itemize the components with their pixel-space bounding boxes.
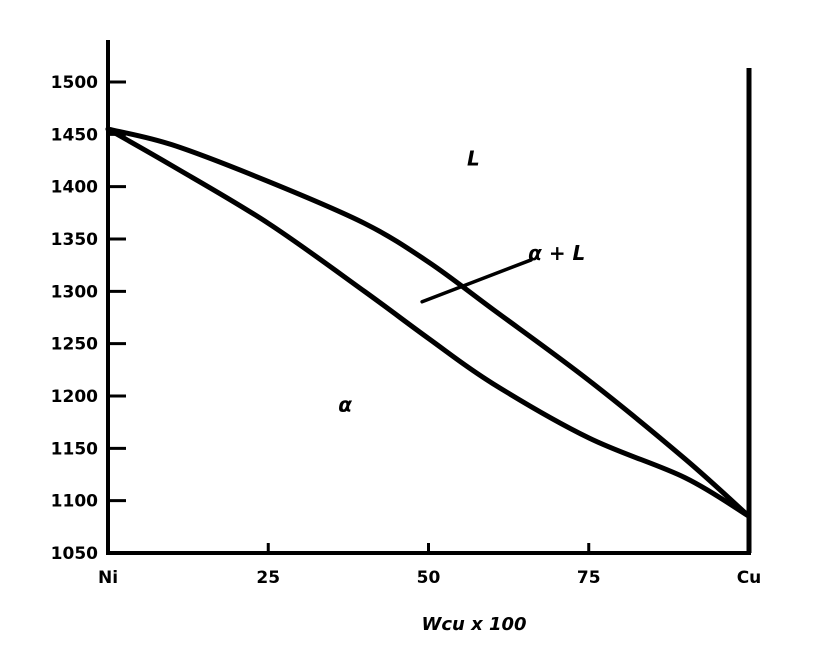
y-tick-label: 1350 <box>51 230 98 250</box>
x-tick-label: 50 <box>417 568 441 588</box>
y-tick-label: 1100 <box>51 492 98 512</box>
y-tick-label: 1200 <box>51 387 98 407</box>
solidus-curve <box>105 126 752 519</box>
x-tick-label: Cu <box>737 568 762 588</box>
y-tick-label: 1500 <box>51 73 98 93</box>
y-tick-label: 1450 <box>51 125 98 145</box>
data-series <box>105 126 752 519</box>
alpha-region-label: α <box>338 393 352 417</box>
liquid-region-label: L <box>467 147 480 171</box>
axes <box>106 40 752 555</box>
y-tick-label: 1400 <box>51 178 98 198</box>
y-tick-label: 1050 <box>51 544 98 564</box>
x-tick-label: 25 <box>256 568 280 588</box>
y-tick-label: 1150 <box>51 439 98 459</box>
pointer-line <box>420 258 533 304</box>
region-annotations: Lα + L α <box>338 147 585 417</box>
x-tick-label: Ni <box>98 568 118 588</box>
y-tick-label: 1300 <box>51 282 98 302</box>
liquidus-curve <box>105 126 752 519</box>
x-tick-label: 75 <box>577 568 601 588</box>
y-tick-label: 1250 <box>51 335 98 355</box>
x-axis-title: Wcu x 100 <box>421 614 526 635</box>
axis-ticks: 1050 1100 1150 1200 1250 1300 1350 1400 1450 1500… <box>51 73 762 588</box>
two-phase-region-label: α + L <box>528 241 585 265</box>
